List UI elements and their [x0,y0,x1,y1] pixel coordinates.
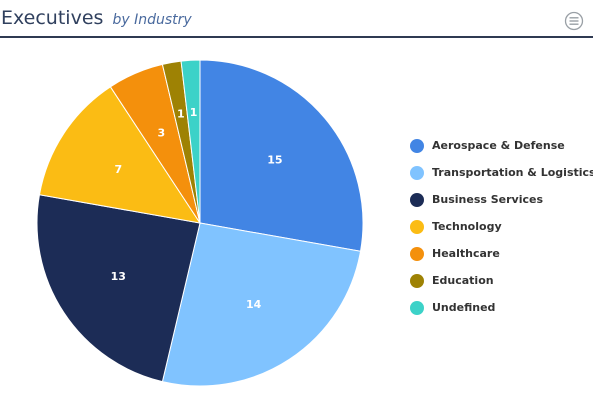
legend-marker [410,166,424,180]
title-group: Executives by Industry [1,7,192,29]
hamburger-menu-icon [564,11,584,31]
legend-label: Aerospace & Defense [432,139,565,152]
data-label-undefined: 1 [190,106,198,119]
legend-label: Undefined [432,301,496,314]
data-label-technology: 7 [114,163,122,176]
legend-label: Technology [432,220,502,233]
legend-marker [410,139,424,153]
data-label-healthcare: 3 [157,127,165,140]
chart-area: 15 14 13 7 3 1 1 [0,40,593,412]
legend-label: Education [432,274,494,287]
chart-header: Executives by Industry [0,0,593,38]
legend-marker [410,247,424,261]
pie-slice-aerospace-and-defense[interactable] [199,59,364,252]
legend-marker [410,220,424,234]
pie-slice-undefined[interactable] [180,59,201,224]
pie-slice-transportation-and-logistics[interactable] [161,222,362,387]
chart-title: Executives [1,7,104,29]
data-label-transportation-and-logistics: 14 [246,298,262,311]
chart-subtitle: by Industry [112,12,192,28]
data-label-business-services: 13 [111,270,126,283]
pie-slice-business-services[interactable] [36,194,201,383]
chart-menu-button[interactable] [564,11,584,31]
data-label-aerospace-and-defense: 15 [267,154,282,167]
legend-marker [410,274,424,288]
legend-label: Transportation & Logistics [432,166,593,179]
data-label-education: 1 [177,107,185,120]
legend-label: Healthcare [432,247,500,260]
legend-label: Business Services [432,193,544,206]
legend-marker [410,193,424,207]
pie-slices [36,59,364,387]
legend-marker [410,301,424,315]
pie-slice-technology[interactable] [38,86,202,224]
